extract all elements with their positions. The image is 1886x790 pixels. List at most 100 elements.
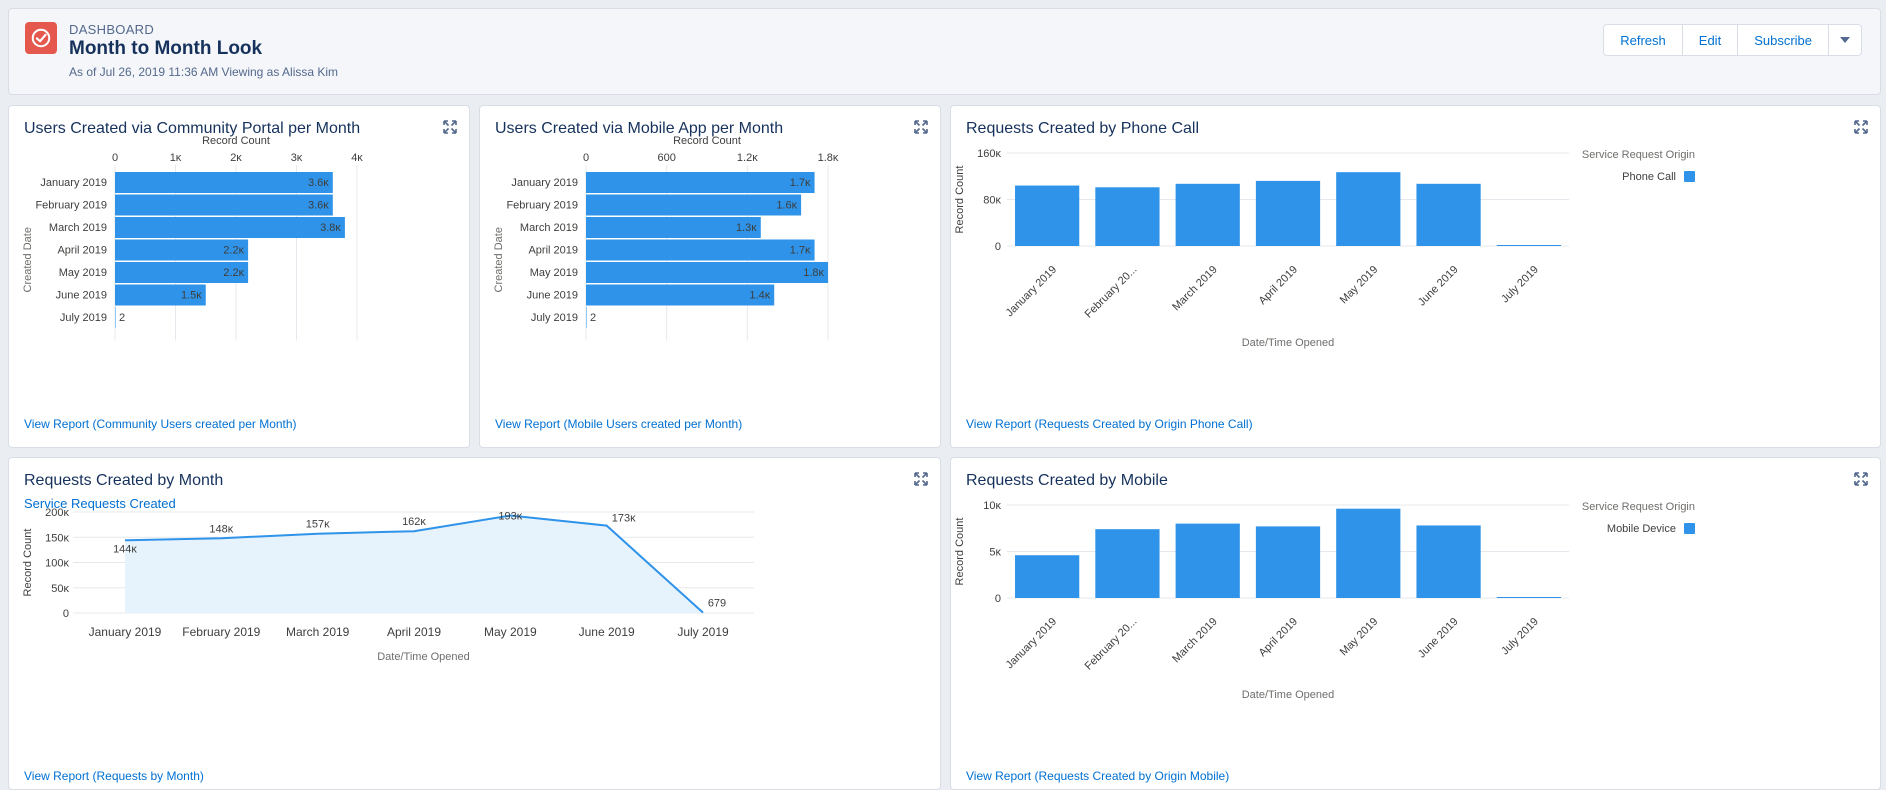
- dashboard-meta: As of Jul 26, 2019 11:36 AM Viewing as A…: [69, 65, 339, 79]
- bar: [586, 284, 775, 306]
- y-tick-label: 100ĸ: [45, 558, 69, 570]
- y-axis-title: Record Count: [22, 529, 34, 597]
- x-tick-label: 3ĸ: [291, 152, 303, 164]
- header-button-group: Refresh Edit Subscribe: [1603, 24, 1862, 56]
- y-tick-label: 200ĸ: [45, 507, 69, 519]
- x-tick-label: May 2019: [484, 625, 537, 639]
- view-report-link[interactable]: View Report (Requests Created by Origin …: [966, 769, 1230, 783]
- x-tick-label: February 2019: [182, 625, 260, 639]
- y-tick-label: 50ĸ: [51, 583, 69, 595]
- x-tick-label: March 2019: [286, 625, 350, 639]
- y-tick-label: June 2019: [56, 290, 107, 302]
- x-tick-label: March 2019: [1170, 616, 1220, 666]
- bar: [1255, 526, 1321, 598]
- bar: [1015, 185, 1080, 246]
- bar: [586, 172, 815, 193]
- bar: [115, 307, 116, 328]
- subscribe-button[interactable]: Subscribe: [1738, 25, 1829, 55]
- expand-icon[interactable]: [914, 472, 928, 486]
- y-axis-title: Created Date: [22, 227, 34, 292]
- expand-icon[interactable]: [1854, 472, 1868, 486]
- x-tick-label: 2ĸ: [230, 152, 242, 164]
- expand-icon[interactable]: [1854, 120, 1868, 134]
- x-tick-label: January 2019: [89, 625, 162, 639]
- data-label: 679: [708, 598, 726, 610]
- data-label: 1.7ĸ: [790, 177, 811, 189]
- x-axis-title: Record Count: [202, 135, 270, 147]
- dashboard-header: DASHBOARD Month to Month Look As of Jul …: [8, 8, 1881, 95]
- y-tick-label: 10ĸ: [983, 500, 1001, 512]
- legend-title: Service Request Origin: [1582, 149, 1695, 161]
- data-label: 1.3ĸ: [736, 222, 757, 234]
- y-tick-label: March 2019: [49, 222, 107, 234]
- y-tick-label: January 2019: [511, 177, 578, 189]
- y-tick-label: 0: [995, 241, 1001, 253]
- data-label: 1.5ĸ: [181, 290, 202, 302]
- mobile-requests-chart: 0 5ĸ 10ĸ Record Count January 2019 February 2…: [954, 500, 1695, 701]
- data-label: 2: [590, 312, 596, 324]
- y-tick-label: January 2019: [40, 177, 107, 189]
- y-axis-title: Record Count: [954, 166, 966, 234]
- bar: [1175, 183, 1240, 246]
- data-label: 1.8ĸ: [803, 267, 824, 279]
- edit-button[interactable]: Edit: [1682, 25, 1739, 55]
- x-tick-label: May 2019: [1338, 264, 1381, 307]
- mobile-requests-card: Requests Created by Mobile 0 5ĸ 10ĸ Record …: [950, 457, 1881, 790]
- x-tick-label: 1ĸ: [170, 152, 182, 164]
- data-label: 157ĸ: [306, 519, 330, 531]
- community-users-chart: Record Count 0 1ĸ 2ĸ 3ĸ 4ĸ Created Date January…: [22, 135, 363, 341]
- y-tick-label: February 2019: [35, 200, 107, 212]
- legend-label: Mobile Device: [1607, 523, 1676, 535]
- x-tick-label: February 20...: [1083, 616, 1140, 673]
- y-tick-label: 0: [995, 593, 1001, 605]
- bar: [115, 194, 333, 216]
- x-tick-label: July 2019: [1499, 616, 1541, 658]
- bar: [115, 172, 333, 193]
- data-label: 1.4ĸ: [749, 290, 770, 302]
- bar: [1496, 245, 1561, 246]
- bar: [1095, 187, 1160, 246]
- bar: [586, 217, 761, 238]
- y-tick-label: 5ĸ: [989, 547, 1001, 559]
- x-tick-label: 0: [112, 152, 118, 164]
- card-title: Users Created via Community Portal per M…: [24, 120, 361, 137]
- card-title: Requests Created by Mobile: [966, 472, 1168, 489]
- bar: [1336, 508, 1401, 598]
- expand-icon[interactable]: [443, 120, 457, 134]
- y-tick-label: May 2019: [530, 267, 578, 279]
- view-report-link[interactable]: View Report (Requests by Month): [24, 769, 204, 783]
- bar: [1336, 172, 1401, 246]
- y-tick-label: March 2019: [520, 222, 578, 234]
- phone-requests-card: Requests Created by Phone Call 0 80ĸ 160ĸ R…: [950, 105, 1881, 448]
- y-tick-label: 0: [63, 608, 69, 620]
- x-axis-title: Date/Time Opened: [1242, 689, 1335, 701]
- data-label: 173ĸ: [612, 513, 636, 525]
- expand-icon[interactable]: [914, 120, 928, 134]
- view-report-link[interactable]: View Report (Community Users created per…: [24, 417, 297, 431]
- community-users-card: Users Created via Community Portal per M…: [8, 105, 470, 448]
- x-tick-label: April 2019: [1257, 616, 1301, 660]
- bar: [1255, 180, 1321, 246]
- bar: [1175, 523, 1240, 598]
- y-tick-label: May 2019: [59, 267, 107, 279]
- data-label: 1.6ĸ: [776, 200, 797, 212]
- x-tick-label: 4ĸ: [351, 152, 363, 164]
- legend-swatch: [1684, 171, 1695, 182]
- bar: [1015, 555, 1080, 598]
- view-report-link[interactable]: View Report (Requests Created by Origin …: [966, 417, 1253, 431]
- more-actions-button[interactable]: [1829, 25, 1861, 55]
- data-label: 3.8ĸ: [320, 222, 341, 234]
- data-label: 2.2ĸ: [223, 245, 244, 257]
- view-report-link[interactable]: View Report (Mobile Users created per Mo…: [495, 417, 743, 431]
- x-axis-title: Record Count: [673, 135, 741, 147]
- card-title: Requests Created by Phone Call: [966, 120, 1200, 137]
- x-tick-label: April 2019: [387, 625, 441, 639]
- page-title: Month to Month Look: [69, 38, 263, 59]
- legend-label: Phone Call: [1622, 171, 1676, 183]
- legend-swatch: [1684, 523, 1695, 534]
- requests-by-month-card: Requests Created by Month Service Reques…: [8, 457, 941, 790]
- bar: [1416, 525, 1481, 598]
- refresh-button[interactable]: Refresh: [1604, 25, 1683, 55]
- bar: [586, 307, 587, 328]
- x-tick-label: 0: [583, 152, 589, 164]
